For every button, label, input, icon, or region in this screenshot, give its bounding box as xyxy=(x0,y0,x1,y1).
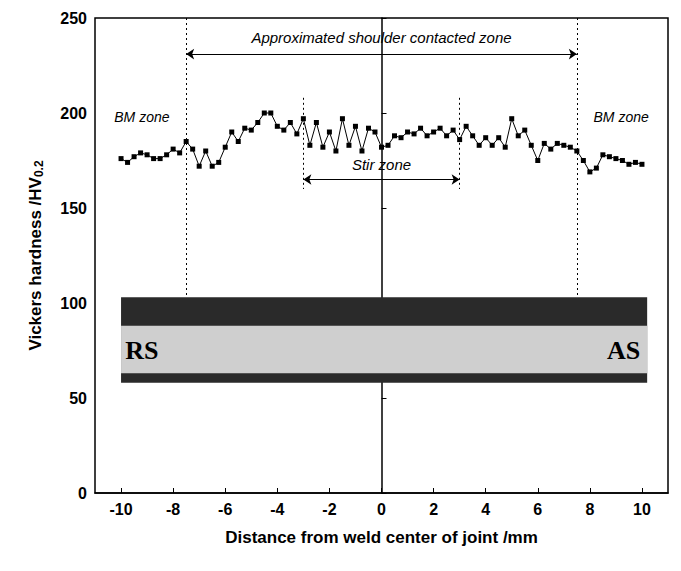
svg-text:Distance from weld center of j: Distance from weld center of joint /mm xyxy=(225,528,538,547)
svg-text:RS: RS xyxy=(125,336,158,365)
svg-text:BM zone: BM zone xyxy=(593,109,648,125)
svg-text:8: 8 xyxy=(585,501,594,518)
svg-text:0.2: 0.2 xyxy=(32,160,46,177)
svg-text:-6: -6 xyxy=(218,501,232,518)
svg-text:BM zone: BM zone xyxy=(114,109,169,125)
svg-text:-2: -2 xyxy=(322,501,336,518)
svg-text:6: 6 xyxy=(533,501,542,518)
svg-text:4: 4 xyxy=(481,501,490,518)
svg-text:Vickers hardness /HV: Vickers hardness /HV xyxy=(26,176,45,350)
svg-text:Stir zone: Stir zone xyxy=(352,156,411,173)
svg-text:Approximated shoulder contacte: Approximated shoulder contacted zone xyxy=(250,29,511,46)
svg-text:0: 0 xyxy=(78,485,87,502)
svg-text:100: 100 xyxy=(60,295,87,312)
svg-text:AS: AS xyxy=(607,336,640,365)
svg-text:250: 250 xyxy=(60,10,87,27)
svg-text:50: 50 xyxy=(69,390,87,407)
svg-text:0: 0 xyxy=(377,501,386,518)
svg-text:200: 200 xyxy=(60,105,87,122)
svg-text:2: 2 xyxy=(429,501,438,518)
svg-text:-10: -10 xyxy=(109,501,132,518)
svg-text:150: 150 xyxy=(60,200,87,217)
svg-text:-4: -4 xyxy=(270,501,284,518)
svg-text:-8: -8 xyxy=(166,501,180,518)
svg-text:10: 10 xyxy=(633,501,651,518)
